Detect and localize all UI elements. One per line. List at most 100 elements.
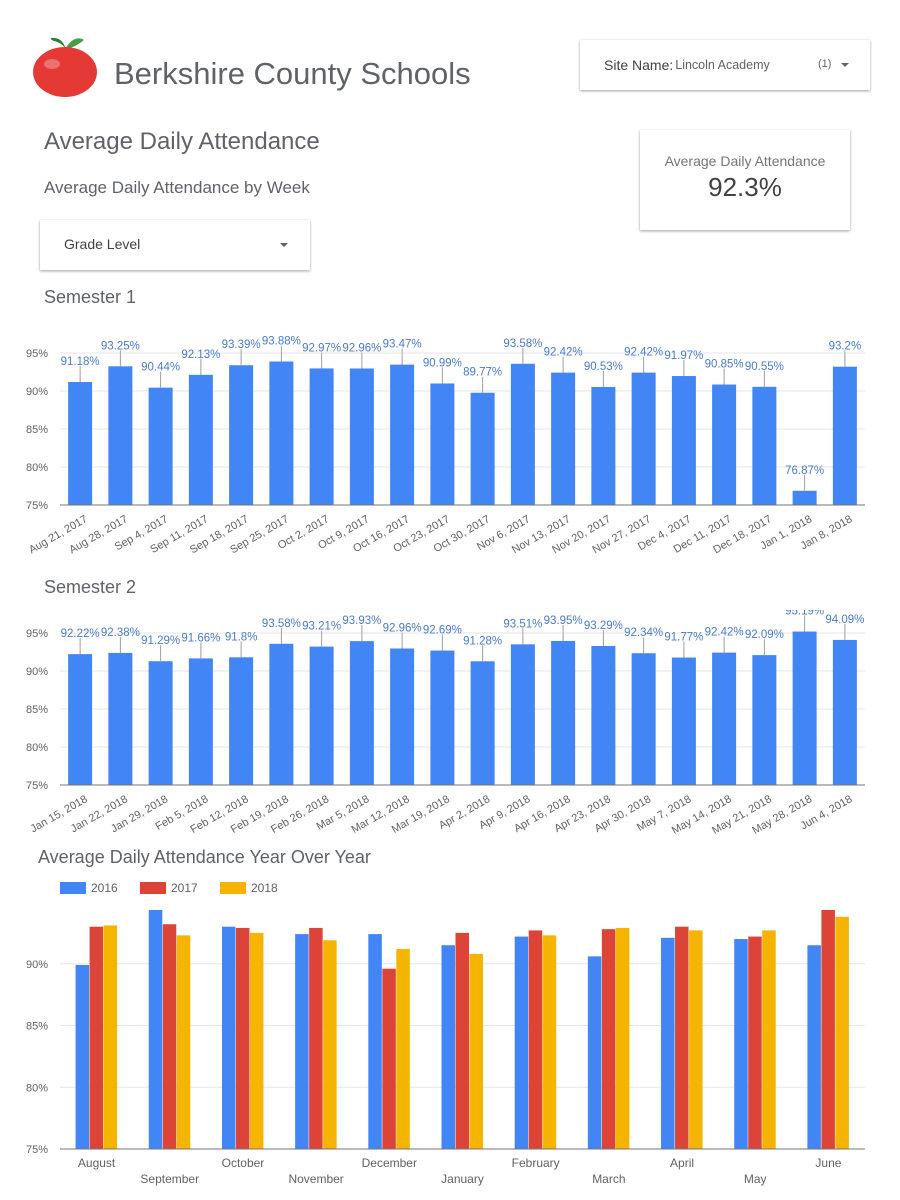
semester-2-bar xyxy=(188,658,213,785)
yoy-bar-2018 xyxy=(323,940,337,1149)
yoy-bar-2017 xyxy=(528,930,543,1149)
year-over-year-title: Average Daily Attendance Year Over Year xyxy=(38,847,371,867)
semester-1-bar xyxy=(470,392,495,505)
semester-2-ytick-label: 80% xyxy=(26,742,48,754)
semester-1-title: Semester 1 xyxy=(44,287,137,307)
semester-1-bar xyxy=(671,376,696,505)
yoy-bar-2017 xyxy=(821,910,835,1149)
semester-2-bar xyxy=(832,639,857,785)
yoy-xtick-label: June xyxy=(815,1156,841,1170)
yoy-bar-2016 xyxy=(661,937,675,1149)
apple-logo-icon xyxy=(33,37,97,97)
yoy-bar-2018 xyxy=(469,953,483,1149)
semester-1-ytick-label: 90% xyxy=(26,386,48,398)
kpi-scorecard: Average Daily Attendance 92.3% xyxy=(640,130,850,230)
page-title: Average Daily Attendance xyxy=(44,128,320,155)
yoy-bar-2017 xyxy=(162,924,177,1149)
yoy-ytick-label: 75% xyxy=(26,1144,48,1156)
semester-1-bar xyxy=(148,387,173,505)
yoy-xtick-label: August xyxy=(78,1156,116,1170)
yoy-bar-2017 xyxy=(382,968,396,1149)
chevron-down-icon xyxy=(841,63,849,67)
yoy-bar-2017 xyxy=(601,929,616,1149)
semester-1-bar xyxy=(229,365,254,505)
yoy-ytick-label: 80% xyxy=(26,1082,48,1094)
semester-2-bar xyxy=(712,652,737,785)
semester-2-ytick-label: 85% xyxy=(26,704,48,716)
semester-1-data-label: 92.13% xyxy=(181,349,220,361)
year-over-year-bar-chart: 90% 85% 80% 75% 2016 2017 2018 August September O… xyxy=(26,881,865,1186)
semester-1-ytick-label: 75% xyxy=(26,500,48,512)
chevron-down-icon xyxy=(280,243,288,247)
yoy-bar-2018 xyxy=(762,930,776,1149)
semester-1-data-label: 92.42% xyxy=(624,347,663,359)
semester-1-bar xyxy=(712,384,737,505)
semester-2-bar xyxy=(349,641,374,785)
semester-2-data-label: 91.77% xyxy=(664,632,703,644)
semester-1-bar-chart: 95%90%85%80%75%91.18%Aug 21, 201793.25%A… xyxy=(26,336,865,556)
yoy-bar-2018 xyxy=(615,927,630,1149)
yoy-bar-2018 xyxy=(689,930,703,1149)
semester-1-ytick-label: 85% xyxy=(26,424,48,436)
site-filter-label: Site Name: xyxy=(604,57,674,73)
legend-swatch-2017 xyxy=(140,882,166,894)
semester-2-bar xyxy=(792,631,817,785)
yoy-bar-2016 xyxy=(441,945,455,1149)
semester-1-bar xyxy=(349,368,374,505)
legend-label-2017: 2017 xyxy=(171,881,198,895)
semester-2-bar xyxy=(108,652,133,785)
semester-2-data-label: 93.21% xyxy=(302,621,341,633)
semester-2-data-label: 92.34% xyxy=(624,627,663,639)
semester-1-bar xyxy=(551,372,576,505)
semester-2-bar xyxy=(148,661,173,785)
semester-1-data-label: 91.97% xyxy=(664,350,703,362)
semester-1-data-label: 89.77% xyxy=(463,367,502,379)
semester-2-data-label: 94.09% xyxy=(825,614,864,626)
semester-1-bar xyxy=(510,363,535,505)
semester-2-bar xyxy=(551,640,576,785)
semester-1-bar xyxy=(68,382,93,505)
semester-1-data-label: 90.99% xyxy=(423,357,462,369)
semester-2-data-label: 93.29% xyxy=(584,620,623,632)
yoy-xtick-label: September xyxy=(140,1172,199,1186)
yoy-bar-2016 xyxy=(75,964,90,1149)
yoy-xtick-label: March xyxy=(592,1172,625,1186)
semester-1-bar xyxy=(832,366,857,505)
yoy-bar-2018 xyxy=(249,932,264,1149)
semester-2-bar xyxy=(671,657,696,785)
semester-2-ytick-label: 95% xyxy=(26,628,48,640)
yoy-bar-2016 xyxy=(221,926,236,1149)
yoy-xtick-label: May xyxy=(744,1172,767,1186)
semester-1-data-label: 92.42% xyxy=(544,347,583,359)
app-title: Berkshire County Schools xyxy=(114,56,471,91)
semester-2-data-label: 93.58% xyxy=(262,618,301,630)
semester-1-bar xyxy=(269,361,294,505)
semester-2-data-label: 93.95% xyxy=(544,615,583,627)
site-filter-value: Lincoln Academy xyxy=(675,58,770,72)
semester-2-ytick-label: 75% xyxy=(26,780,48,792)
semester-2-data-label: 91.8% xyxy=(225,631,258,643)
site-name-filter[interactable]: Site Name: Lincoln Academy (1) xyxy=(580,40,870,90)
semester-2-ytick-label: 90% xyxy=(26,666,48,678)
semester-2-bar xyxy=(470,661,495,785)
semester-2-bar xyxy=(631,653,656,785)
semester-1-bar xyxy=(390,364,415,505)
semester-2-bar xyxy=(390,648,415,785)
legend-swatch-2016 xyxy=(60,882,86,894)
semester-2-data-label: 91.29% xyxy=(141,635,180,647)
yoy-bar-2017 xyxy=(309,927,323,1149)
semester-1-bar xyxy=(430,383,455,505)
yoy-bar-2016 xyxy=(587,956,602,1149)
semester-2-data-label: 92.22% xyxy=(61,628,100,640)
semester-2-data-label: 92.96% xyxy=(383,623,422,635)
semester-1-data-label: 92.97% xyxy=(302,342,341,354)
semester-2-bar xyxy=(591,645,616,785)
grade-level-filter[interactable]: Grade Level xyxy=(40,220,310,270)
semester-2-bar-chart: 95%90%85%80%75%92.22%Jan 15, 201892.38%J… xyxy=(26,610,865,837)
yoy-bar-2017 xyxy=(235,927,250,1149)
semester-1-bar xyxy=(309,368,334,505)
yoy-bar-2017 xyxy=(89,926,104,1149)
semester-1-data-label: 90.44% xyxy=(141,362,180,374)
yoy-bar-2016 xyxy=(734,939,748,1149)
yoy-xtick-label: January xyxy=(441,1172,484,1186)
